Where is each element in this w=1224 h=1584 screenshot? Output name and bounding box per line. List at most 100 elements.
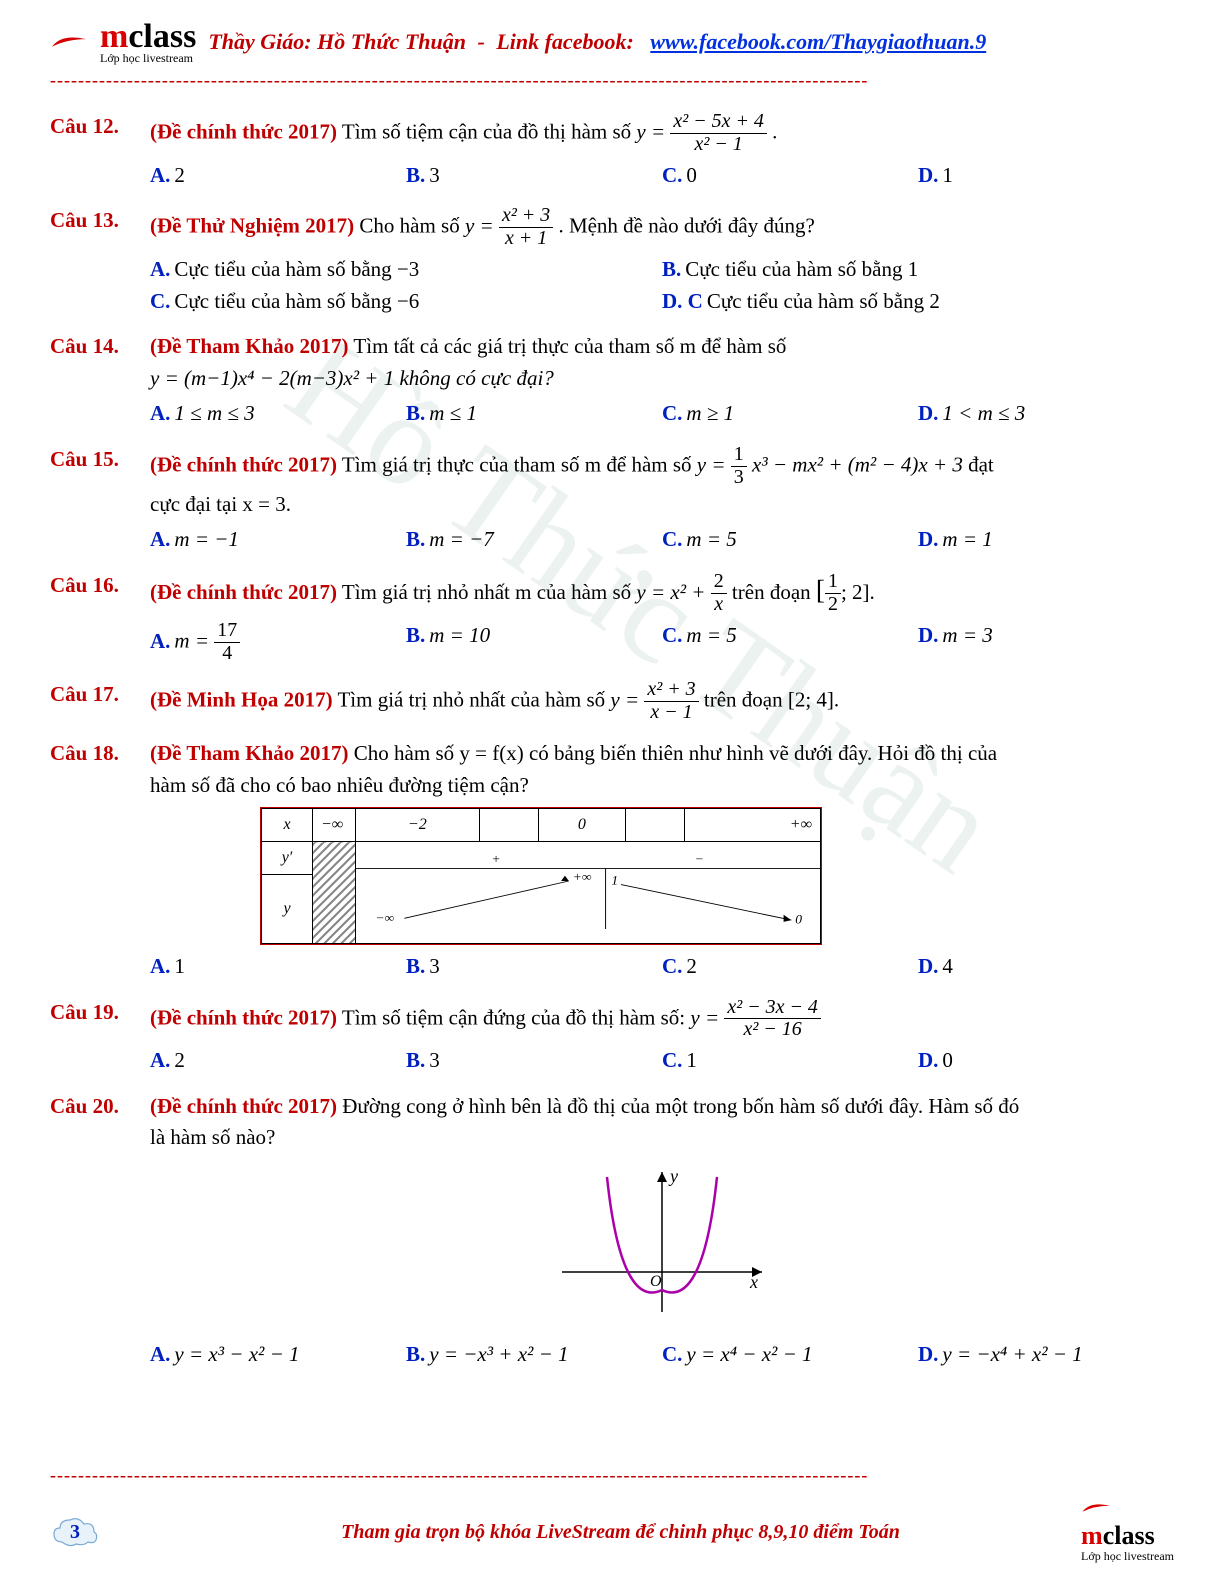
q12-stem-prefix: Tìm số tiệm cận của đồ thị hàm số [342,119,637,143]
svg-text:−: − [694,851,703,865]
q17-number: Câu 17. [50,679,150,724]
q12-source: (Đề chính thức 2017) [150,119,337,143]
facebook-link[interactable]: www.facebook.com/Thaygiaothuan.9 [650,29,986,54]
q15-ans-c: C.m = 5 [662,524,918,556]
svg-text:1: 1 [611,873,618,887]
bbt-neg-inf: −∞ [375,910,394,924]
q13-fraction: x² + 3 x + 1 [499,205,553,250]
page-footer: ----------------------------------------… [50,1463,1174,1564]
q12-ans-b: B.3 [406,160,662,192]
q14-ans-d: D.1 < m ≤ 3 [918,398,1174,430]
svg-text:x: x [749,1272,758,1292]
q20-ans-c: C.y = x⁴ − x² − 1 [662,1339,918,1371]
svg-text:+∞: +∞ [572,869,591,883]
q16-ans-d: D.m = 3 [918,620,1174,665]
q14-ans-b: B.m ≤ 1 [406,398,662,430]
link-label: Link facebook: [496,29,633,54]
q18-ans-d: D.4 [918,951,1174,983]
question-15: Câu 15. (Đề chính thức 2017) Tìm giá trị… [50,444,1174,556]
q19-ans-d: D.0 [918,1045,1174,1077]
q20-ans-d: D.y = −x⁴ + x² − 1 [918,1339,1174,1371]
q18-ans-b: B.3 [406,951,662,983]
q18-number: Câu 18. [50,738,150,983]
q19-ans-b: B.3 [406,1045,662,1077]
header-dashed-line: ----------------------------------------… [50,70,1174,91]
q14-stem2: y = (m−1)x⁴ − 2(m−3)x² + 1 không có cực … [150,363,1174,395]
teacher-label: Thầy Giáo: [208,29,311,54]
q13-ans-d: D. CCực tiểu của hàm số bằng 2 [662,286,1174,318]
q15-number: Câu 15. [50,444,150,556]
q12-number: Câu 12. [50,111,150,191]
q15-ans-d: D.m = 1 [918,524,1174,556]
logo-subtitle: Lớp học livestream [100,52,196,64]
q18-bbt-svg: + − −∞ +∞ 1 [356,849,820,929]
footer-dashed-line: ----------------------------------------… [50,1465,1174,1486]
q20-source: (Đề chính thức 2017) [150,1094,337,1118]
q13-eq-lhs: y = [465,214,499,238]
q18-ans-c: C.2 [662,951,918,983]
q13-ans-a: A.Cực tiểu của hàm số bằng −3 [150,254,662,286]
q15-ans-a: A.m = −1 [150,524,406,556]
footer-text: Tham gia trọn bộ khóa LiveStream để chin… [180,1521,1061,1544]
q12-frac-den: x² − 1 [670,134,766,156]
svg-text:+: + [491,851,500,865]
question-20: Câu 20. (Đề chính thức 2017) Đường cong … [50,1091,1174,1371]
q12-ans-d: D.1 [918,160,1174,192]
q13-ans-c: C.Cực tiểu của hàm số bằng −6 [150,286,662,318]
q17-frac: x² + 3 x − 1 [644,679,698,724]
q16-ans-c: C.m = 5 [662,620,918,665]
question-13: Câu 13. (Đề Thử Nghiệm 2017) Cho hàm số … [50,205,1174,317]
footer-logo: mclass Lớp học livestream [1081,1500,1174,1564]
question-17: Câu 17. (Đề Minh Họa 2017) Tìm giá trị n… [50,679,1174,724]
q19-ans-c: C.1 [662,1045,918,1077]
q15-frac: 1 3 [731,444,747,489]
q17-source: (Đề Minh Họa 2017) [150,687,333,711]
q15-stem2: cực đại tại x = 3. [150,489,1174,521]
q14-ans-c: C.m ≥ 1 [662,398,918,430]
q14-stem1: Tìm tất cả các giá trị thực của tham số … [353,334,786,358]
svg-text:0: 0 [795,912,802,926]
question-19: Câu 19. (Đề chính thức 2017) Tìm số tiệm… [50,997,1174,1077]
q19-source: (Đề chính thức 2017) [150,1005,337,1029]
q12-ans-a: A.2 [150,160,406,192]
page-number: 3 [70,1521,80,1544]
q16-ans-b: B.m = 10 [406,620,662,665]
header-logo: mclass Lớp học livestream [100,20,196,64]
q20-ans-a: A.y = x³ − x² − 1 [150,1339,406,1371]
q13-stem-suffix: . Mệnh đề nào dưới đây đúng? [558,214,814,238]
header-text: Thầy Giáo: Hồ Thức Thuận - Link facebook… [208,29,986,55]
question-12: Câu 12. (Đề chính thức 2017) Tìm số tiệm… [50,111,1174,191]
question-16: Câu 16. (Đề chính thức 2017) Tìm giá trị… [50,570,1174,666]
footer-swoosh-icon [1081,1500,1111,1516]
q12-ans-c: C.0 [662,160,918,192]
q14-ans-a: A.1 ≤ m ≤ 3 [150,398,406,430]
q19-number: Câu 19. [50,997,150,1077]
logo-prefix: m [100,18,128,55]
q19-frac: x² − 3x − 4 x² − 16 [724,997,820,1042]
svg-text:y: y [668,1166,678,1186]
q13-ans-b: B.Cực tiểu của hàm số bằng 1 [662,254,1174,286]
q12-frac-num: x² − 5x + 4 [670,111,766,134]
q12-fraction: x² − 5x + 4 x² − 1 [670,111,766,156]
q20-ans-b: B.y = −x³ + x² − 1 [406,1339,662,1371]
q15-stem-prefix: Tìm giá trị thực của tham số m để hàm số [342,452,697,476]
q20-number: Câu 20. [50,1091,150,1371]
q13-source: (Đề Thử Nghiệm 2017) [150,214,354,238]
page-header: mclass Lớp học livestream Thầy Giáo: Hồ … [50,20,1174,64]
q15-ans-b: B.m = −7 [406,524,662,556]
q15-source: (Đề chính thức 2017) [150,452,337,476]
svg-text:O: O [650,1273,662,1290]
q18-variation-table: x −∞ −2 0 +∞ y′ [260,807,822,945]
q18-source: (Đề Tham Khảo 2017) [150,741,349,765]
logo-rest: class [128,18,196,55]
header-dash: - [471,29,490,54]
q18-ans-a: A.1 [150,951,406,983]
logo-swoosh-icon [50,35,88,49]
question-18: Câu 18. (Đề Tham Khảo 2017) Cho hàm số y… [50,738,1174,983]
q13-number: Câu 13. [50,205,150,317]
content-area: Câu 12. (Đề chính thức 2017) Tìm số tiệm… [50,111,1174,1371]
question-14: Câu 14. (Đề Tham Khảo 2017) Tìm tất cả c… [50,331,1174,430]
teacher-name: Hồ Thức Thuận [317,29,466,54]
q16-ans-a: A.m = 174 [150,620,406,665]
q16-number: Câu 16. [50,570,150,666]
